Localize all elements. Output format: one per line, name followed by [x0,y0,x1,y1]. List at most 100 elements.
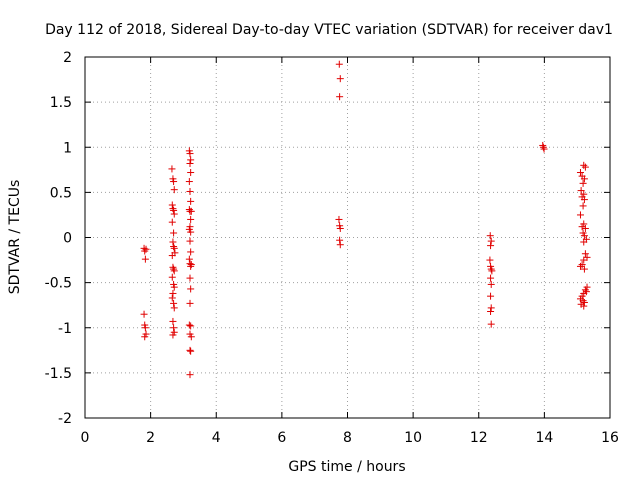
x-tick-label: 14 [535,430,553,446]
data-point [335,60,343,68]
data-point [141,255,149,263]
chart-title: Day 112 of 2018, Sidereal Day-to-day VTE… [45,22,613,38]
data-point [579,202,587,210]
data-point [170,265,178,273]
data-point [336,93,344,101]
data-point [186,299,194,307]
data-point [576,211,584,219]
data-point [142,245,150,253]
data-point [168,165,176,173]
data-point [169,317,177,325]
data-point [580,175,588,183]
data-point [582,288,590,296]
data-point [187,322,195,330]
x-tick-label: 12 [470,430,488,446]
data-point [169,289,177,297]
data-point [578,261,586,269]
data-point [168,201,176,209]
data-point [168,218,176,226]
data-point [186,159,194,167]
data-point [580,196,588,204]
data-point [486,232,494,240]
data-point [487,292,495,300]
data-point [580,238,588,246]
data-point [187,285,195,293]
data-point [187,248,195,256]
data-point [580,298,588,306]
data-point [168,294,176,302]
data-point [335,215,343,223]
data-point [581,224,589,232]
data-point [187,347,195,355]
y-tick-label: 1 [63,140,72,156]
data-points [140,60,591,379]
y-tick-label: 2 [63,50,72,66]
data-point [186,274,194,282]
y-tick-label: 0.5 [50,185,72,201]
data-point [186,237,194,245]
data-point [141,247,149,255]
data-point [187,261,195,269]
data-point [487,237,495,245]
data-point [170,283,178,291]
data-point [581,286,589,294]
data-point [187,215,195,223]
x-tick-label: 10 [404,430,422,446]
y-tick-label: 1.5 [50,95,72,111]
data-point [186,150,194,158]
data-point [170,304,178,312]
x-tick-label: 2 [146,430,155,446]
data-point [170,186,178,194]
axis-ticks: 0 2 4 6 8 10 12 14 16 -2 -1.5 -1 -0.5 0 0.5 1 1.5 2 [45,50,619,446]
data-point [170,229,178,237]
x-tick-label: 6 [277,430,286,446]
data-point [336,224,344,232]
data-point [169,238,177,246]
data-point [170,244,178,252]
x-tick-label: 0 [81,430,90,446]
data-point [487,265,495,273]
data-point [185,178,193,186]
data-point [580,232,588,240]
data-point [187,207,195,215]
data-point [487,320,495,328]
data-point [487,242,495,250]
data-point [579,179,587,187]
data-point [185,255,193,263]
y-tick-label: -1 [58,321,72,337]
data-point [539,141,547,149]
y-axis-label: SDTVAR / TECUs [7,180,23,295]
data-point [141,333,149,341]
x-tick-label: 16 [601,430,619,446]
data-point [186,187,194,195]
data-point [140,310,148,318]
data-point [187,333,195,341]
data-point [581,163,589,171]
data-point [336,75,344,83]
data-point [576,262,584,270]
data-point [487,280,495,288]
data-point [580,265,588,273]
y-tick-label: 0 [63,231,72,247]
data-point [487,308,495,316]
data-point [578,223,586,231]
data-point [581,250,589,258]
data-point [580,302,588,310]
data-point [579,297,587,305]
data-point [488,267,496,275]
data-point [187,228,195,236]
x-tick-label: 8 [343,430,352,446]
data-point [170,206,178,214]
x-axis-label: GPS time / hours [288,459,405,475]
data-point [170,210,178,218]
data-point [336,241,344,249]
y-tick-label: -0.5 [45,276,72,292]
y-tick-label: -1.5 [45,366,72,382]
data-point [336,236,344,244]
data-point [168,273,176,281]
y-tick-label: -2 [58,411,72,427]
data-point [187,197,195,205]
data-point [539,143,547,151]
data-point [141,324,149,332]
